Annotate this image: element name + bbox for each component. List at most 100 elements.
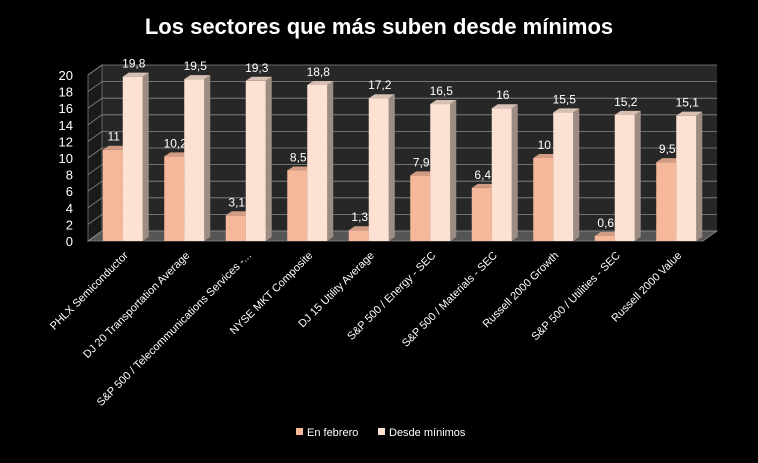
bar-front — [307, 84, 328, 242]
bar-front — [245, 80, 266, 241]
data-label: 8,5 — [290, 150, 307, 164]
bar-side — [204, 75, 211, 242]
data-label: 16 — [496, 88, 510, 102]
bar — [122, 72, 149, 241]
data-label: 7,9 — [413, 155, 430, 169]
data-label: 15,5 — [553, 92, 577, 106]
bar-front — [102, 149, 123, 241]
y-tick-label: 14 — [59, 118, 73, 133]
bar-top — [594, 232, 621, 237]
bar-front — [553, 112, 574, 241]
data-label: 3,1 — [228, 195, 245, 209]
bar-front — [348, 230, 369, 241]
bar-top — [164, 152, 191, 157]
chart-title: Los sectores que más suben desde mínimos — [145, 14, 613, 39]
y-tick-label: 0 — [66, 234, 73, 249]
bar-top — [225, 211, 252, 216]
legend: En febrero Desde mínimos — [296, 427, 466, 439]
bar-top — [184, 75, 211, 80]
data-label: 15,2 — [614, 95, 638, 109]
bar — [307, 80, 334, 242]
bar-top — [553, 108, 580, 113]
bar — [676, 111, 703, 241]
bar — [368, 94, 395, 242]
y-tick-label: 8 — [66, 168, 73, 183]
bar-front — [122, 76, 143, 241]
data-label: 18,8 — [307, 65, 331, 79]
y-tick-label: 4 — [66, 201, 73, 216]
bar-side — [388, 94, 395, 242]
gridline — [87, 81, 717, 92]
bar — [245, 76, 272, 241]
bar-top — [614, 110, 641, 115]
y-tick-label: 6 — [66, 184, 73, 199]
data-label: 1,3 — [351, 210, 368, 224]
x-tick-label: Russell 2000 Value — [609, 250, 684, 325]
bar-side — [696, 111, 703, 241]
data-label: 10 — [538, 138, 552, 152]
data-label: 17,2 — [368, 78, 392, 92]
bar-front — [184, 79, 205, 242]
y-tick-label: 18 — [59, 85, 73, 100]
bar-front — [225, 215, 246, 241]
bar-front — [594, 236, 615, 241]
y-tick-label: 2 — [66, 217, 73, 232]
bar-top — [287, 166, 314, 171]
bar-top — [430, 100, 457, 105]
bar-side — [142, 72, 149, 241]
data-label: 6,4 — [474, 168, 491, 182]
x-tick-label: DJ 20 Transportation Average — [81, 250, 192, 361]
y-tick-label: 10 — [59, 151, 73, 166]
bar-top — [102, 145, 129, 150]
y-tick-label: 16 — [59, 101, 73, 116]
bar-top — [348, 226, 375, 231]
bar-front — [614, 114, 635, 241]
legend-swatch — [296, 428, 303, 435]
bar-top — [245, 76, 272, 81]
bar — [491, 104, 518, 241]
bar-top — [368, 94, 395, 99]
bar-front — [368, 98, 389, 242]
y-tick-label: 12 — [59, 134, 73, 149]
data-label: 9,5 — [659, 142, 676, 156]
bar-top — [122, 72, 149, 77]
bar — [430, 100, 457, 241]
bar — [614, 110, 641, 241]
bar-side — [450, 100, 457, 241]
gridline — [87, 97, 717, 109]
gridline — [87, 64, 717, 76]
data-label: 16,5 — [430, 84, 454, 98]
data-label: 19,8 — [122, 57, 146, 71]
bar-top — [410, 171, 437, 176]
legend-label: En febrero — [307, 427, 358, 439]
bar-front — [430, 104, 451, 241]
bar-front — [533, 158, 554, 241]
bar — [553, 108, 580, 241]
bar-top — [307, 80, 334, 85]
legend-swatch — [378, 428, 385, 435]
bar-top — [533, 154, 560, 158]
bar-top — [656, 158, 683, 163]
data-label: 11 — [108, 130, 121, 144]
bar-side — [511, 104, 518, 241]
data-label: 0,6 — [597, 216, 614, 230]
bar-front — [676, 115, 697, 241]
data-label: 15,1 — [676, 96, 700, 110]
bar-top — [491, 104, 518, 109]
bar-side — [265, 76, 272, 241]
data-label: 19,3 — [245, 61, 269, 75]
bar-front — [410, 175, 431, 241]
bar-front — [164, 156, 185, 241]
bar-front — [656, 162, 677, 241]
bar-side — [634, 110, 641, 241]
data-label: 10,2 — [164, 136, 188, 150]
bar-front — [471, 187, 492, 241]
bar — [184, 75, 211, 242]
data-label: 19,5 — [184, 59, 208, 73]
bar-front — [287, 170, 308, 241]
y-tick-label: 20 — [59, 68, 73, 83]
bar-top — [676, 111, 703, 116]
bar-top — [471, 183, 498, 188]
bar-side — [573, 108, 580, 241]
